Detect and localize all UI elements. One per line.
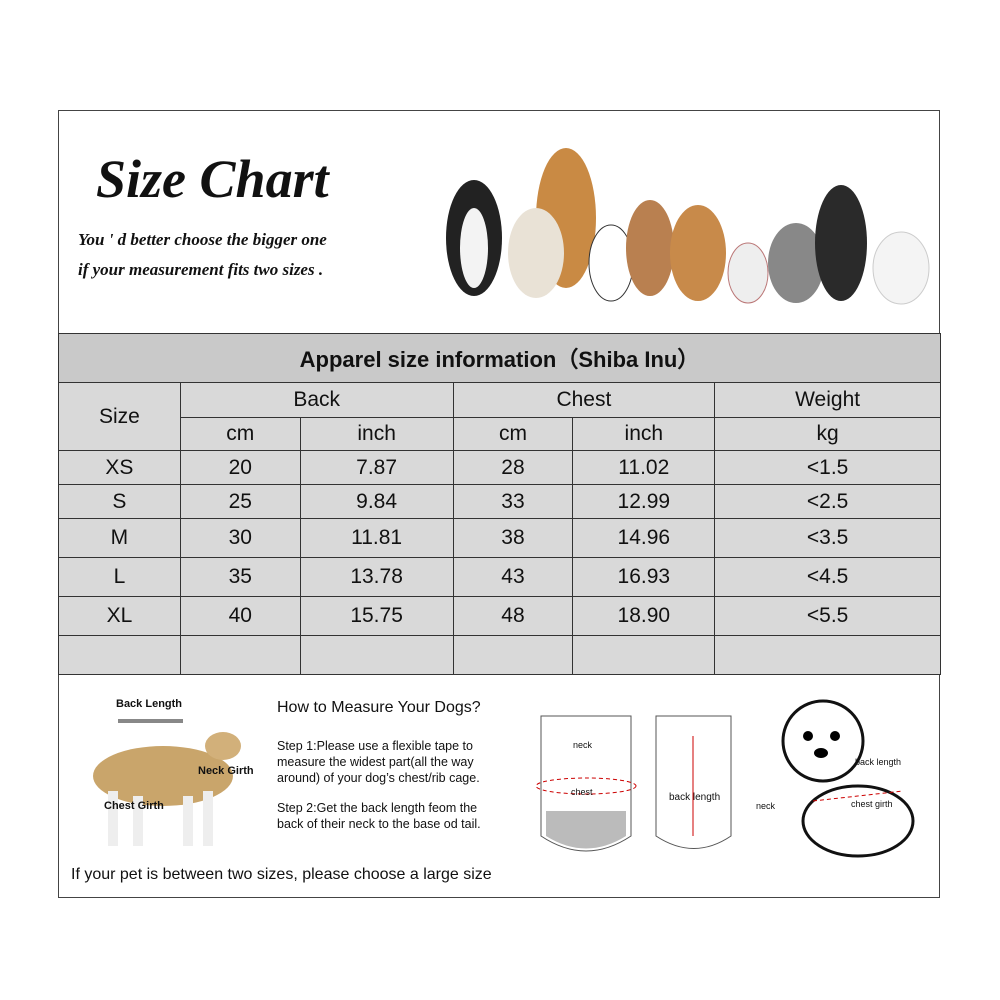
table-row: M 30 11.81 38 14.96 <3.5: [58, 518, 941, 558]
table-cell: 33: [452, 484, 574, 519]
table-cell: <2.5: [714, 484, 941, 519]
cartoon-back-label: back length: [855, 757, 902, 767]
table-cell: 14.96: [572, 518, 716, 558]
header-size: Size: [58, 382, 181, 451]
size-table: Apparel size information（Shiba Inu） Size…: [58, 333, 941, 675]
neck-girth-label: Neck Girth: [198, 765, 254, 777]
measure-section: Back Length Neck Girth Chest Girth How t…: [58, 681, 941, 898]
table-cell: <1.5: [714, 450, 941, 485]
subtitle-line-1: You ' d better choose the bigger one: [78, 230, 327, 249]
step-2: Step 2:Get the back length feom the back…: [277, 801, 481, 831]
chest-girth-label: Chest Girth: [104, 800, 164, 812]
table-cell: 43: [452, 557, 574, 597]
table-cell: [572, 635, 716, 675]
unit-back-inch: inch: [299, 417, 454, 451]
unit-chest-inch: inch: [572, 417, 716, 451]
table-cell: <3.5: [714, 518, 941, 558]
table-cell: [714, 635, 941, 675]
dogs-photo: [446, 148, 930, 305]
table-cell: M: [58, 518, 181, 558]
table-cell: XS: [58, 450, 181, 485]
table-cell: 38: [452, 518, 574, 558]
table-cell: 25: [179, 484, 301, 519]
table-cell: [58, 635, 181, 675]
measure-heading: How to Measure Your Dogs?: [277, 699, 481, 716]
subtitle-line-2: if your measurement fits two sizes .: [78, 260, 324, 279]
table-cell: 28: [452, 450, 574, 485]
table-cell: 30: [179, 518, 301, 558]
table-cell: 11.81: [299, 518, 454, 558]
table-cell: [452, 635, 574, 675]
table-cell: 12.99: [572, 484, 716, 519]
table-cell: 11.02: [572, 450, 716, 485]
table-row: L 35 13.78 43 16.93 <4.5: [58, 557, 941, 597]
husky-diagram: [93, 719, 241, 846]
vest-chest-label: chest: [571, 787, 593, 797]
size-note: If your pet is between two sizes, please…: [71, 866, 492, 883]
table-cell: L: [58, 557, 181, 597]
unit-back-cm: cm: [179, 417, 301, 451]
table-cell: <4.5: [714, 557, 941, 597]
table-title: Apparel size information（Shiba Inu）: [58, 333, 941, 383]
cartoon-chest-label: chest girth: [851, 799, 893, 809]
step-1: Step 1:Please use a flexible tape to mea…: [277, 739, 480, 785]
table-cell: 18.90: [572, 596, 716, 636]
header-weight: Weight: [714, 382, 941, 418]
table-cell: 20: [179, 450, 301, 485]
table-row: XS 20 7.87 28 11.02 <1.5: [58, 450, 941, 485]
table-row: [58, 635, 941, 675]
header-chest: Chest: [452, 382, 716, 418]
table-cell: 35: [179, 557, 301, 597]
table-cell: 15.75: [299, 596, 454, 636]
table-cell: 9.84: [299, 484, 454, 519]
table-cell: XL: [58, 596, 181, 636]
vest-diagrams: [536, 715, 732, 852]
table-row: XL 40 15.75 48 18.90 <5.5: [58, 596, 941, 636]
unit-chest-cm: cm: [452, 417, 574, 451]
table-cell: [179, 635, 301, 675]
table-cell: 16.93: [572, 557, 716, 597]
table-cell: <5.5: [714, 596, 941, 636]
page-title: Size Chart: [96, 149, 329, 209]
table-row: S 25 9.84 33 12.99 <2.5: [58, 484, 941, 519]
table-cell: [299, 635, 454, 675]
cartoon-neck-label: neck: [756, 801, 776, 811]
vest-neck-label: neck: [573, 740, 593, 750]
table-cell: 13.78: [299, 557, 454, 597]
table-cell: 7.87: [299, 450, 454, 485]
table-cell: S: [58, 484, 181, 519]
table-cell: 48: [452, 596, 574, 636]
cartoon-dog: [781, 699, 915, 858]
back-length-label: Back Length: [116, 698, 183, 710]
table-cell: 40: [179, 596, 301, 636]
vest-back-length-label: back length: [669, 792, 721, 803]
header-back: Back: [179, 382, 454, 418]
unit-weight-kg: kg: [714, 417, 941, 451]
